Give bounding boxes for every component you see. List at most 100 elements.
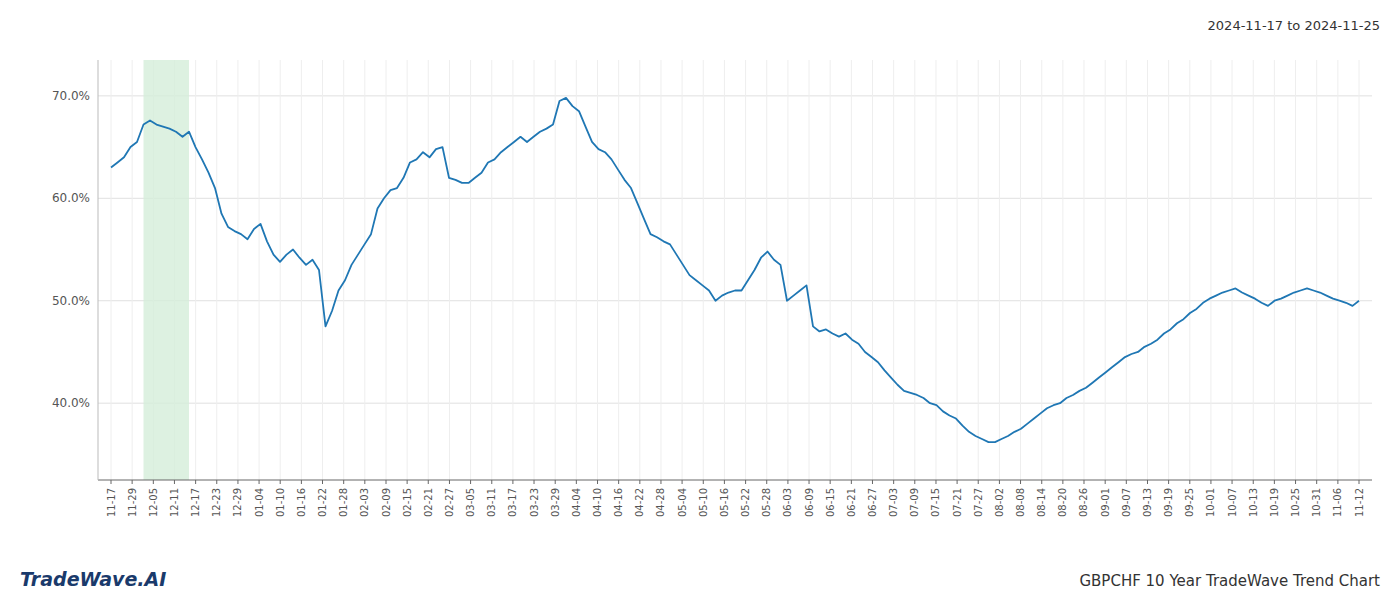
x-tick-label: 11-17 — [106, 488, 117, 517]
grid-line-x — [216, 60, 217, 480]
x-tick-label: 03-23 — [529, 488, 540, 517]
x-tick — [1020, 480, 1021, 484]
x-tick — [1337, 480, 1338, 484]
grid-line-y — [98, 300, 1372, 301]
x-tick-label: 06-09 — [804, 488, 815, 517]
x-tick — [1210, 480, 1211, 484]
x-tick-label: 05-28 — [761, 488, 772, 517]
grid-line-x — [935, 60, 936, 480]
x-tick-label: 12-05 — [148, 488, 159, 517]
grid-line-x — [787, 60, 788, 480]
x-tick-label: 09-13 — [1142, 488, 1153, 517]
x-tick — [1105, 480, 1106, 484]
x-tick — [1274, 480, 1275, 484]
x-tick-label: 06-15 — [825, 488, 836, 517]
grid-line-x — [597, 60, 598, 480]
grid-line-x — [301, 60, 302, 480]
x-tick-label: 06-27 — [867, 488, 878, 517]
grid-line-x — [449, 60, 450, 480]
annotation: TradeWave.AI — [20, 568, 166, 590]
x-axis-line — [98, 480, 1372, 481]
x-tick-label: 03-29 — [550, 488, 561, 517]
x-tick-label: 05-22 — [740, 488, 751, 517]
y-tick-label: 50.0% — [52, 294, 90, 308]
x-tick — [216, 480, 217, 484]
grid-line-x — [1168, 60, 1169, 480]
grid-line-x — [132, 60, 133, 480]
grid-line-x — [1253, 60, 1254, 480]
title: GBPCHF 10 Year TradeWave Trend Chart — [1079, 572, 1380, 590]
grid-line-x — [1062, 60, 1063, 480]
x-tick — [1126, 480, 1127, 484]
grid-line-x — [576, 60, 577, 480]
subtitle: 2024-11-17 to 2024-11-25 — [1208, 18, 1380, 33]
grid-line-y — [98, 403, 1372, 404]
grid-line-x — [1359, 60, 1360, 480]
x-tick — [809, 480, 810, 484]
x-tick-label: 04-22 — [634, 488, 645, 517]
x-tick — [660, 480, 661, 484]
grid-line-x — [280, 60, 281, 480]
grid-line-x — [1337, 60, 1338, 480]
x-tick-label: 05-04 — [677, 488, 688, 517]
x-tick — [428, 480, 429, 484]
grid-line-x — [830, 60, 831, 480]
x-tick-label: 11-06 — [1332, 488, 1343, 517]
chart: 40.0%50.0%60.0%70.0%11-1711-2912-0512-11… — [0, 0, 1400, 600]
x-tick — [322, 480, 323, 484]
x-tick — [132, 480, 133, 484]
grid-line-x — [195, 60, 196, 480]
x-tick-label: 10-31 — [1311, 488, 1322, 517]
x-tick — [1295, 480, 1296, 484]
x-tick-label: 09-25 — [1184, 488, 1195, 517]
x-tick — [999, 480, 1000, 484]
y-tick-label: 60.0% — [52, 191, 90, 205]
x-tick-label: 04-28 — [655, 488, 666, 517]
x-tick-label: 06-21 — [846, 488, 857, 517]
x-tick — [639, 480, 640, 484]
x-tick-label: 01-04 — [254, 488, 265, 517]
x-tick — [682, 480, 683, 484]
x-tick-label: 10-25 — [1290, 488, 1301, 517]
x-tick-label: 03-05 — [465, 488, 476, 517]
grid-line-x — [534, 60, 535, 480]
x-tick-label: 02-03 — [359, 488, 370, 517]
x-tick-label: 07-09 — [909, 488, 920, 517]
grid-line-x — [364, 60, 365, 480]
x-tick-label: 02-15 — [402, 488, 413, 517]
x-tick — [555, 480, 556, 484]
x-tick-label: 08-08 — [1015, 488, 1026, 517]
x-tick-label: 02-09 — [381, 488, 392, 517]
x-tick — [830, 480, 831, 484]
x-tick — [237, 480, 238, 484]
x-tick-label: 01-16 — [296, 488, 307, 517]
grid-line-x — [1316, 60, 1317, 480]
axes: 40.0%50.0%60.0%70.0%11-1711-2912-0512-11… — [52, 60, 1372, 517]
x-tick — [153, 480, 154, 484]
x-tick — [449, 480, 450, 484]
x-tick — [597, 480, 598, 484]
x-tick-label: 03-11 — [486, 488, 497, 517]
x-tick-label: 05-10 — [698, 488, 709, 517]
highlight-span — [144, 60, 190, 480]
x-tick — [787, 480, 788, 484]
grid-line-x — [470, 60, 471, 480]
grid-line-x — [766, 60, 767, 480]
x-tick-label: 04-04 — [571, 488, 582, 517]
grid-line-x — [259, 60, 260, 480]
grid-line-x — [1295, 60, 1296, 480]
grid-line-x — [851, 60, 852, 480]
x-tick — [386, 480, 387, 484]
grid-line-x — [660, 60, 661, 480]
grid — [98, 60, 1372, 480]
x-tick-label: 08-02 — [994, 488, 1005, 517]
grid-line-x — [512, 60, 513, 480]
x-tick — [872, 480, 873, 484]
x-tick-label: 02-27 — [444, 488, 455, 517]
x-tick-label: 01-10 — [275, 488, 286, 517]
x-tick-label: 07-15 — [930, 488, 941, 517]
grid-line-x — [682, 60, 683, 480]
x-tick-label: 12-29 — [232, 488, 243, 517]
x-tick-label: 10-01 — [1205, 488, 1216, 517]
grid-line-x — [809, 60, 810, 480]
